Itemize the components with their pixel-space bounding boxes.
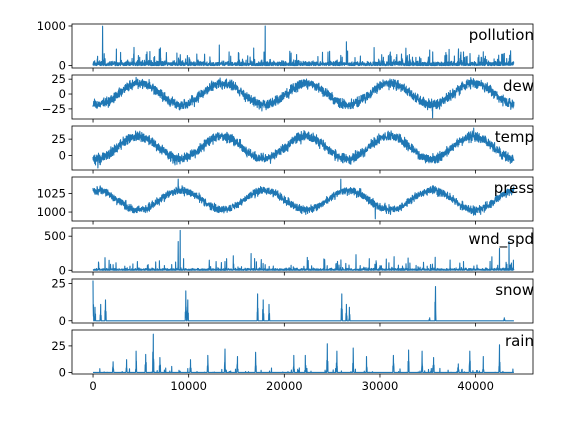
x-tick-label: 40000 — [457, 379, 494, 393]
y-tick-label: 500 — [44, 229, 66, 243]
panel-snow: 25 0 snow — [51, 276, 534, 327]
axes-frame — [71, 227, 534, 273]
y-tick-label: 0 — [59, 59, 66, 73]
y-tick-label: 25 — [51, 72, 66, 86]
axes-frame — [71, 74, 534, 120]
y-tick-label: 0 — [59, 365, 66, 379]
panel-title: dew — [503, 77, 534, 95]
series-line-temp — [92, 127, 515, 169]
y-tick-label: −25 — [42, 102, 66, 116]
panel-title: wnd_spd — [468, 230, 534, 249]
y-tick-label: 25 — [51, 132, 66, 146]
axes-frame — [71, 329, 534, 375]
series-line-snow — [92, 280, 515, 322]
panel-title: rain — [505, 332, 534, 350]
y-tick-label: 0 — [59, 87, 66, 101]
panel-pollution: 0 1000 pollution — [37, 19, 534, 73]
x-tick-label: 0 — [89, 379, 96, 393]
axes-frame — [71, 176, 534, 222]
panel-title: press — [494, 179, 534, 197]
panel-rain: 25 0 0 10000 20000 30000 40000 rain — [51, 329, 534, 393]
y-tick-label: 1000 — [37, 19, 66, 33]
y-tick-label: 0 — [59, 314, 66, 328]
series-line-wnd_spd — [92, 229, 515, 271]
y-tick-label: 0 — [59, 149, 66, 163]
x-tick-label: 30000 — [362, 379, 399, 393]
panel-wnd_spd: 500 0 wnd_spd — [44, 227, 534, 277]
x-tick-label: 10000 — [170, 379, 207, 393]
panel-title: snow — [495, 281, 534, 299]
x-tick-label: 20000 — [266, 379, 303, 393]
panel-title: temp — [495, 128, 534, 146]
y-tick-label: 1025 — [37, 186, 66, 200]
panel-dew: 250−25 dew — [42, 72, 534, 123]
series-line-pollution — [92, 25, 515, 67]
axes-frame — [71, 125, 534, 171]
panel-press: 1025 1000 press — [37, 176, 534, 225]
series-line-dew — [92, 76, 515, 119]
y-tick-label: 25 — [51, 339, 66, 353]
panel-title: pollution — [469, 26, 534, 44]
series-line-press — [92, 178, 515, 220]
y-tick-label: 1000 — [37, 205, 66, 219]
axes-frame — [71, 278, 534, 324]
y-tick-label: 0 — [59, 263, 66, 277]
panel-temp: 25 0 temp — [51, 125, 534, 174]
y-tick-label: 25 — [51, 276, 66, 290]
series-line-rain — [92, 333, 515, 373]
axes-frame — [71, 23, 534, 69]
